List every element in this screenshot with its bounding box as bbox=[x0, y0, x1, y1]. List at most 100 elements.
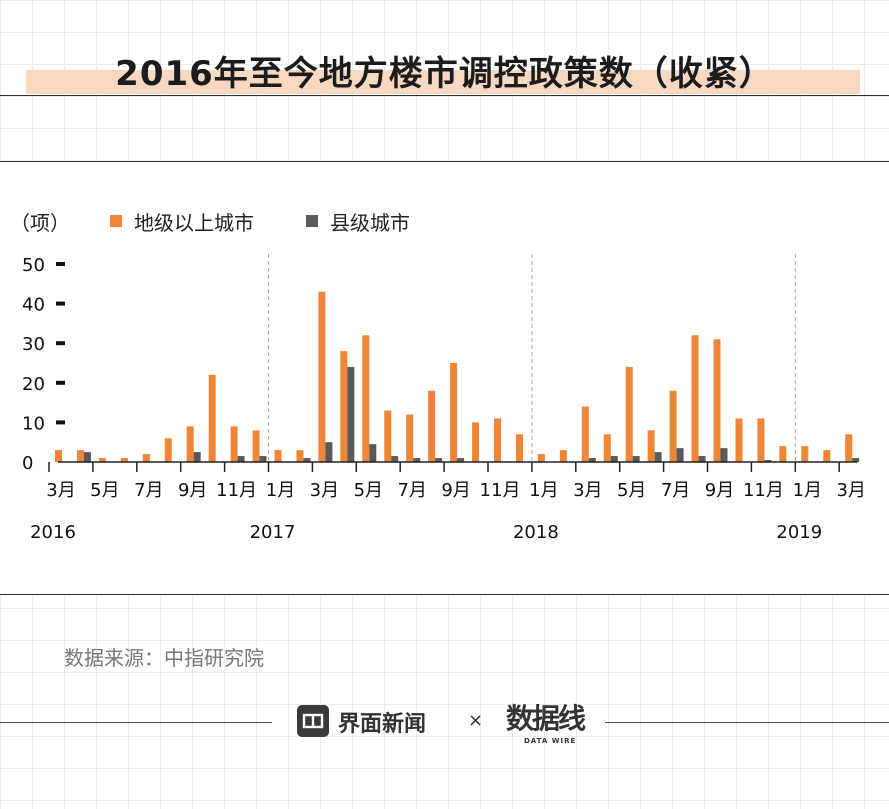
x-tick-label: 3月 bbox=[836, 480, 865, 501]
bar bbox=[296, 450, 304, 462]
y-tick-label: 20 bbox=[22, 374, 45, 395]
bar bbox=[55, 450, 62, 462]
bar bbox=[801, 446, 809, 462]
x-tick-label: 3月 bbox=[46, 480, 75, 501]
chart-panel: （项） 地级以上城市 县级城市 0 10 20 30 40 50 3月 5月 7月 9月 11月 1月 3月 5… bbox=[0, 162, 889, 594]
bar-chart: （项） 地级以上城市 县级城市 0 10 20 30 40 50 3月 5月 7月 9月 11月 1月 3月 5… bbox=[10, 211, 866, 543]
bar bbox=[494, 418, 501, 462]
source-note: 数据来源：中指研究院 bbox=[64, 646, 264, 670]
bar bbox=[252, 430, 260, 462]
bar bbox=[625, 366, 633, 462]
chart-title: 2016年至今地方楼市调控政策数（收紧） bbox=[115, 54, 774, 94]
x-tick-label: 9月 bbox=[705, 480, 734, 501]
year-label: 2019 bbox=[776, 522, 822, 543]
bar bbox=[237, 456, 245, 462]
x-tick-label: 7月 bbox=[134, 480, 163, 501]
bar bbox=[450, 363, 458, 462]
bar bbox=[83, 452, 91, 462]
bar bbox=[559, 450, 567, 462]
bar bbox=[347, 366, 355, 462]
bar bbox=[76, 450, 84, 462]
x-tick-label: 5月 bbox=[617, 480, 646, 501]
x-tick-label: 5月 bbox=[90, 480, 119, 501]
bar bbox=[325, 442, 333, 462]
y-tick-label: 40 bbox=[22, 295, 45, 316]
bar bbox=[193, 452, 201, 462]
bar bbox=[98, 458, 106, 462]
bar bbox=[713, 339, 721, 462]
bar bbox=[537, 454, 545, 462]
collab-times: × bbox=[468, 710, 484, 731]
bar bbox=[303, 458, 311, 462]
x-tick-label: 11月 bbox=[480, 480, 521, 501]
unit-label: （项） bbox=[10, 211, 70, 235]
divider-top bbox=[0, 95, 889, 96]
bar bbox=[406, 414, 414, 462]
bar bbox=[588, 458, 596, 462]
x-tick-label: 7月 bbox=[661, 480, 690, 501]
bar bbox=[435, 458, 443, 462]
bar bbox=[259, 456, 267, 462]
y-tick-mark bbox=[56, 420, 65, 425]
datawire-logo: 数据线 bbox=[506, 702, 586, 735]
bar bbox=[779, 446, 787, 462]
bar bbox=[757, 418, 765, 462]
y-tick-mark bbox=[56, 262, 65, 266]
y-tick-label: 50 bbox=[22, 255, 45, 276]
bar bbox=[676, 448, 684, 462]
bar bbox=[852, 458, 860, 462]
bar bbox=[164, 438, 172, 462]
bar bbox=[428, 390, 436, 462]
bar bbox=[610, 456, 618, 462]
bar bbox=[654, 452, 662, 462]
bar bbox=[823, 450, 831, 462]
jiemian-logo-icon bbox=[297, 705, 329, 737]
brand-name: 界面新闻 bbox=[338, 712, 427, 737]
divider-chart-top bbox=[0, 161, 889, 162]
y-tick-label: 0 bbox=[22, 453, 33, 474]
legend-label: 县级城市 bbox=[330, 211, 410, 235]
footer-line-left bbox=[0, 722, 272, 723]
bar bbox=[720, 448, 728, 462]
bar bbox=[120, 458, 128, 462]
year-label: 2018 bbox=[513, 522, 559, 543]
bar bbox=[413, 458, 421, 462]
legend-label: 地级以上城市 bbox=[134, 211, 254, 235]
datawire-sub: DATA WIRE bbox=[524, 737, 577, 745]
bar bbox=[318, 291, 326, 462]
x-tick-label: 11月 bbox=[216, 480, 257, 501]
x-tick-label: 1月 bbox=[529, 480, 558, 501]
bar bbox=[515, 434, 523, 462]
x-tick-label: 5月 bbox=[354, 480, 383, 501]
bar bbox=[603, 434, 611, 462]
y-tick-label: 10 bbox=[22, 413, 45, 434]
divider-chart-bottom bbox=[0, 594, 889, 595]
x-tick-label: 7月 bbox=[397, 480, 426, 501]
x-tick-label: 9月 bbox=[178, 480, 207, 501]
bar bbox=[647, 430, 655, 462]
bar bbox=[142, 454, 150, 462]
bar bbox=[230, 426, 238, 462]
title-highlight bbox=[26, 70, 860, 94]
footer-line-right bbox=[605, 722, 889, 723]
bar bbox=[669, 390, 677, 462]
y-tick-mark bbox=[56, 380, 65, 385]
x-tick-label: 11月 bbox=[743, 480, 784, 501]
bar bbox=[764, 460, 772, 462]
bar bbox=[698, 456, 706, 462]
bar bbox=[362, 335, 370, 462]
bar bbox=[340, 351, 348, 462]
bar bbox=[632, 456, 640, 462]
legend-swatch bbox=[306, 215, 318, 227]
legend-swatch bbox=[110, 215, 122, 227]
bar bbox=[735, 418, 743, 462]
y-tick-mark bbox=[56, 301, 65, 306]
y-tick-label: 30 bbox=[22, 334, 45, 355]
bar bbox=[391, 456, 399, 462]
x-tick-label: 1月 bbox=[266, 480, 295, 501]
bar bbox=[472, 422, 480, 462]
bar bbox=[457, 458, 465, 462]
y-tick-mark bbox=[56, 341, 65, 346]
x-tick-label: 3月 bbox=[310, 480, 339, 501]
bar bbox=[208, 374, 216, 462]
